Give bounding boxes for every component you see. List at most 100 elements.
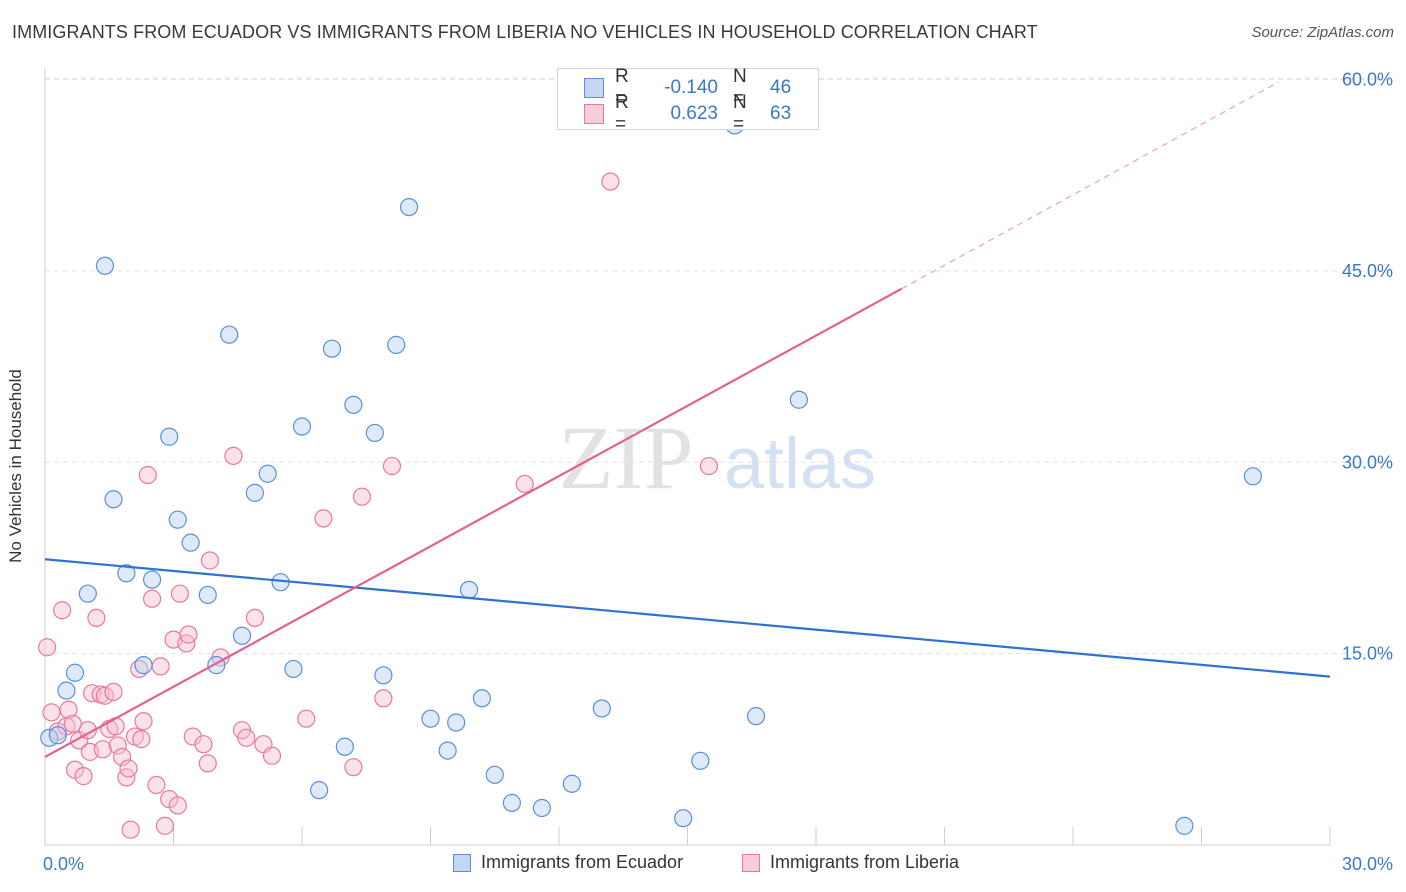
data-point-ecuador: [198, 585, 217, 605]
data-point-liberia: [112, 747, 132, 767]
data-point-ecuador: [117, 564, 136, 583]
data-point-ecuador: [344, 395, 363, 414]
data-point-ecuador: [48, 726, 67, 745]
data-point-ecuador: [57, 681, 76, 700]
series-legend: Immigrants from Ecuador Immigrants from …: [0, 852, 1406, 878]
data-point-liberia: [601, 172, 620, 191]
data-point-ecuador: [322, 339, 342, 358]
data-point-liberia: [78, 721, 97, 740]
legend-n-value: 46: [770, 77, 792, 98]
data-point-liberia: [198, 754, 217, 773]
data-point-ecuador: [374, 666, 393, 685]
legend-n-label: N =: [733, 92, 747, 135]
legend-label-ecuador: Immigrants from Ecuador: [481, 852, 684, 872]
data-point-liberia: [147, 775, 166, 795]
data-point-liberia: [42, 703, 61, 722]
legend-item-liberia[interactable]: Immigrants from Liberia: [742, 852, 959, 873]
data-point-ecuador: [95, 256, 115, 275]
data-point-ecuador: [485, 765, 504, 784]
watermark-atlas: atlas: [724, 424, 876, 504]
data-point-liberia: [121, 820, 140, 839]
source-label: Source: ZipAtlas.com: [1251, 24, 1394, 41]
series-ecuador-points: [40, 116, 1263, 835]
trend-line-liberia-extension: [901, 81, 1279, 290]
data-point-ecuador: [472, 689, 491, 708]
data-point-ecuador: [562, 774, 581, 793]
legend-r-value: -0.140: [664, 77, 718, 98]
trend-line-ecuador: [44, 558, 1331, 678]
legend-item-ecuador[interactable]: Immigrants from Ecuador: [453, 852, 683, 873]
legend-label-liberia: Immigrants from Liberia: [770, 852, 960, 872]
data-point-ecuador: [789, 390, 808, 409]
data-point-ecuador: [310, 781, 329, 800]
data-point-liberia: [200, 551, 220, 570]
data-point-ecuador: [220, 325, 239, 344]
data-point-ecuador: [674, 809, 693, 828]
data-point-ecuador: [134, 656, 153, 675]
data-point-liberia: [87, 608, 106, 628]
watermark: ZIP atlas: [559, 409, 877, 508]
data-point-liberia: [63, 714, 82, 733]
data-point-liberia: [151, 657, 170, 676]
data-point-liberia: [170, 584, 190, 603]
data-point-ecuador: [387, 335, 406, 354]
data-point-liberia: [168, 796, 187, 815]
data-point-ecuador: [1175, 816, 1194, 835]
data-point-ecuador: [459, 580, 479, 599]
data-point-ecuador: [284, 659, 303, 679]
legend-n-label: N =: [733, 66, 747, 109]
data-point-liberia: [104, 682, 123, 702]
data-point-ecuador: [365, 423, 384, 443]
data-point-liberia: [74, 767, 93, 786]
data-point-liberia: [179, 625, 198, 644]
data-point-ecuador: [691, 751, 710, 770]
correlation-legend: R = -0.140 N = 46 R = 0.623 N = 63: [557, 66, 819, 135]
data-point-ecuador: [592, 699, 611, 718]
trend-line-liberia: [44, 287, 903, 758]
data-point-ecuador: [65, 663, 85, 682]
watermark-zip: ZIP: [559, 409, 694, 508]
data-point-liberia: [245, 608, 264, 628]
data-point-liberia: [38, 638, 57, 657]
data-point-liberia: [132, 730, 151, 749]
series-liberia-points: [38, 172, 719, 839]
data-point-liberia: [262, 746, 282, 765]
data-point-liberia: [93, 740, 112, 759]
trend-lines: [44, 81, 1331, 758]
data-point-liberia: [382, 456, 402, 476]
data-point-ecuador: [258, 464, 277, 483]
data-point-ecuador: [181, 533, 200, 552]
data-point-ecuador: [502, 793, 521, 812]
y-tick-label: 45.0%: [1342, 261, 1393, 281]
data-point-liberia: [138, 465, 157, 485]
data-point-ecuador: [160, 427, 179, 446]
data-point-liberia: [194, 735, 213, 754]
data-point-liberia: [59, 700, 78, 719]
data-point-liberia: [134, 712, 153, 731]
data-point-ecuador: [447, 713, 466, 732]
data-point-ecuador: [399, 197, 419, 217]
legend-r-label: R =: [615, 92, 629, 135]
data-point-ecuador: [168, 510, 187, 529]
data-point-ecuador: [746, 707, 766, 726]
chart-title: IMMIGRANTS FROM ECUADOR VS IMMIGRANTS FR…: [12, 22, 1038, 42]
data-point-ecuador: [142, 570, 162, 589]
data-point-liberia: [352, 487, 372, 506]
data-point-liberia: [142, 589, 162, 608]
data-point-liberia: [314, 509, 333, 528]
x-tick-label: 30.0%: [1342, 854, 1393, 874]
data-point-ecuador: [232, 626, 252, 645]
data-point-liberia: [155, 816, 175, 835]
data-point-liberia: [53, 601, 72, 620]
data-point-liberia: [119, 759, 138, 778]
data-point-liberia: [237, 728, 256, 747]
data-point-ecuador: [245, 483, 264, 502]
y-tick-label: 30.0%: [1342, 452, 1393, 472]
data-point-ecuador: [78, 584, 97, 603]
data-point-liberia: [515, 474, 534, 494]
grid-lines: [45, 77, 1395, 655]
data-point-liberia: [108, 736, 127, 755]
y-axis-label: No Vehicles in Household: [6, 369, 25, 563]
data-point-ecuador: [532, 798, 551, 818]
